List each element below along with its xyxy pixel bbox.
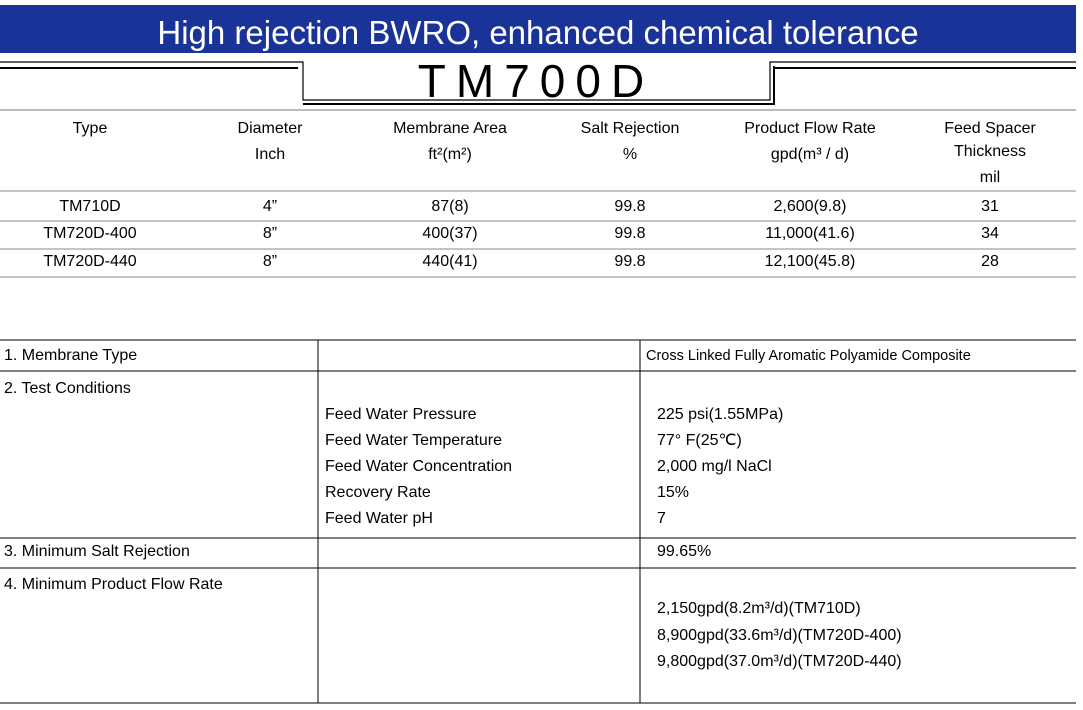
condition-value: 9,800gpd(37.0m³/d)(TM720D-440) [657,653,902,670]
spec-cell: 400(37) [422,225,478,242]
condition-param: Feed Water Temperature [325,432,502,449]
condition-param: Feed Water pH [325,510,433,527]
condition-label: 4. Minimum Product Flow Rate [4,576,223,593]
condition-label: 1. Membrane Type [4,347,138,364]
spec-cell: 2,600(9.8) [773,198,847,215]
condition-param: Feed Water Pressure [325,406,477,423]
column-header: Diameter [237,120,303,137]
model-name: TM700D [417,55,655,107]
spec-cell: 8” [262,253,278,270]
spec-cell: 440(41) [422,253,478,270]
column-header: Product Flow Rate [744,120,876,137]
condition-value: 2,000 mg/l NaCl [657,458,772,475]
column-header: Thickness [953,143,1027,160]
spec-cell: 99.8 [614,253,646,270]
condition-value: 8,900gpd(33.6m³/d)(TM720D-400) [657,626,902,644]
column-header: ft²(m²) [428,146,472,163]
spec-cell: 87(8) [431,198,469,215]
condition-label: 2. Test Conditions [4,380,131,397]
spec-cell: TM710D [59,198,121,215]
spec-cell: 12,100(45.8) [764,253,856,270]
column-header: Feed Spacer [944,120,1036,137]
spec-cell: 99.8 [614,198,646,215]
spec-cell: 4” [262,198,278,215]
condition-value: Cross Linked Fully Aromatic Polyamide Co… [646,348,971,364]
condition-value: 77° F(25℃) [657,432,742,449]
column-header: Inch [254,146,286,163]
condition-value: 7 [657,510,666,527]
column-header: Type [72,120,108,137]
column-header: mil [979,169,1001,186]
spec-cell: 34 [981,225,999,242]
spec-cell: 28 [981,253,999,270]
spec-cell: 99.8 [614,225,646,242]
condition-value: 99.65% [657,543,712,560]
column-header: % [622,146,638,163]
title-banner: High rejection BWRO, enhanced chemical t… [0,5,1076,53]
column-header: Salt Rejection [580,120,680,137]
condition-param: Feed Water Concentration [325,458,513,475]
spec-cell: TM720D-400 [43,225,137,242]
spec-cell: TM720D-440 [43,253,137,270]
condition-value: 15% [657,484,690,501]
condition-label: 3. Minimum Salt Rejection [4,543,190,560]
condition-param: Recovery Rate [325,484,431,501]
spec-cell: 31 [981,198,999,215]
condition-value: 225 psi(1.55MPa) [657,406,784,423]
spec-cell: 8” [262,225,278,242]
column-header: gpd(m³ / d) [770,146,850,163]
spec-cell: 11,000(41.6) [765,225,855,242]
condition-value: 2,150gpd(8.2m³/d)(TM710D) [657,600,861,617]
column-header: Membrane Area [393,120,507,137]
